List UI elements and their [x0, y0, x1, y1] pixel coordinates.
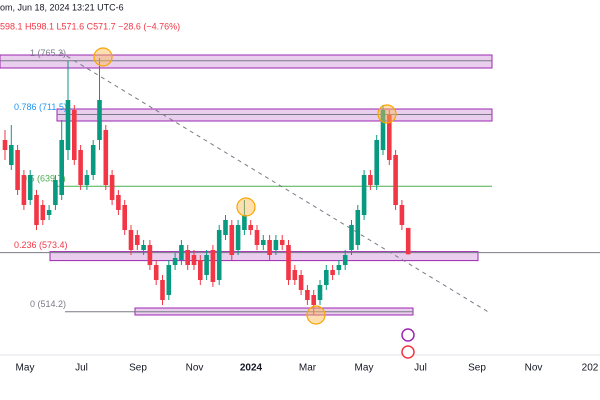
candle-body	[15, 150, 20, 190]
candle-body	[267, 240, 272, 255]
candle-body	[160, 280, 165, 300]
candle-body	[27, 175, 33, 200]
candle-body	[311, 295, 316, 305]
candle-body	[103, 130, 109, 185]
candle-body	[273, 240, 279, 250]
highlight-circle	[306, 305, 326, 325]
candle-body	[349, 225, 354, 250]
x-tick-label: Sep	[468, 363, 486, 374]
candle-body	[330, 270, 335, 275]
candle-body	[204, 255, 209, 275]
candle-body	[279, 240, 285, 245]
candle-body	[2, 140, 8, 150]
candle-body	[116, 195, 121, 210]
fib-label: 0.786 (711.5)	[14, 102, 67, 112]
x-tick-label: Jul	[75, 363, 88, 374]
x-tick-label: May	[16, 363, 35, 374]
candle-body	[305, 290, 310, 300]
candle-body	[336, 265, 342, 270]
candle-body	[374, 140, 379, 185]
candle-body	[248, 225, 253, 230]
candle-body	[254, 230, 260, 245]
candle-body	[21, 175, 27, 205]
candle-body	[286, 245, 291, 280]
icon	[401, 328, 415, 342]
candle-body	[141, 245, 146, 250]
fib-label: 0 (514.2)	[30, 299, 66, 309]
candle-body	[46, 210, 52, 215]
candle-body	[368, 175, 373, 185]
candle-body	[405, 227, 411, 255]
trendline	[59, 51, 491, 314]
x-tick-label: Mar	[299, 363, 317, 374]
fib-label: 0.5 (639.7)	[22, 174, 66, 184]
candle-body	[198, 260, 203, 280]
x-tick-label: Nov	[525, 363, 543, 374]
highlight-circle	[377, 104, 397, 124]
highlight-circle	[93, 47, 113, 67]
x-tick-label: 2024	[240, 363, 263, 374]
candle-body	[191, 255, 197, 265]
candle-body	[229, 225, 235, 255]
candle-body	[34, 195, 39, 225]
candle-body	[361, 175, 367, 215]
candle-body	[135, 235, 140, 245]
x-tick-label: Sep	[129, 363, 147, 374]
candle-body	[298, 275, 304, 290]
candle-body	[84, 175, 90, 185]
icon	[401, 345, 415, 359]
candle-body	[122, 205, 127, 230]
header-ohlc: 598.1 H598.1 L571.6 C571.7 −28.6 (−4.76%…	[0, 21, 180, 31]
fib-label: 1 (765.2)	[30, 48, 66, 58]
zone	[0, 54, 493, 69]
candle-body	[72, 110, 77, 160]
candle-body	[153, 265, 159, 280]
header-timestamp: om, Jun 18, 2024 13:21 UTC-6	[0, 2, 124, 12]
candle-body	[292, 270, 298, 280]
candle-body	[109, 175, 115, 200]
candle-body	[9, 145, 14, 165]
candle-body	[179, 245, 184, 260]
candle-body	[223, 220, 228, 235]
candle-body	[380, 110, 386, 150]
candle-body	[166, 265, 172, 295]
candle-body	[216, 230, 222, 280]
candle-body	[65, 100, 71, 150]
candle-body	[53, 180, 58, 205]
candle-body	[387, 115, 392, 160]
candle-body	[355, 210, 361, 245]
zone	[49, 251, 479, 262]
candle-body	[172, 258, 178, 265]
candle-body	[128, 230, 134, 250]
candle-body	[324, 270, 329, 285]
candle-body	[78, 150, 83, 185]
candle-body	[97, 100, 102, 140]
x-tick-label: May	[355, 363, 374, 374]
candle-body	[210, 250, 216, 282]
candle-body	[242, 215, 247, 230]
candle-body	[317, 285, 323, 300]
candle-body	[40, 205, 46, 220]
x-tick-label: Nov	[186, 363, 204, 374]
candle-body	[393, 155, 398, 205]
candle-body	[235, 225, 241, 250]
candle-body	[261, 240, 266, 245]
candle-body	[90, 145, 96, 175]
candle-body	[185, 250, 190, 265]
x-tick-label: Jul	[414, 363, 427, 374]
candle-body	[147, 245, 153, 265]
x-tick-label: 202	[582, 363, 599, 374]
candle-body	[399, 205, 405, 225]
highlight-circle	[236, 197, 256, 217]
fib-label: 0.236 (573.4)	[14, 240, 68, 250]
candle-body	[342, 255, 348, 265]
candle-body	[59, 140, 64, 195]
